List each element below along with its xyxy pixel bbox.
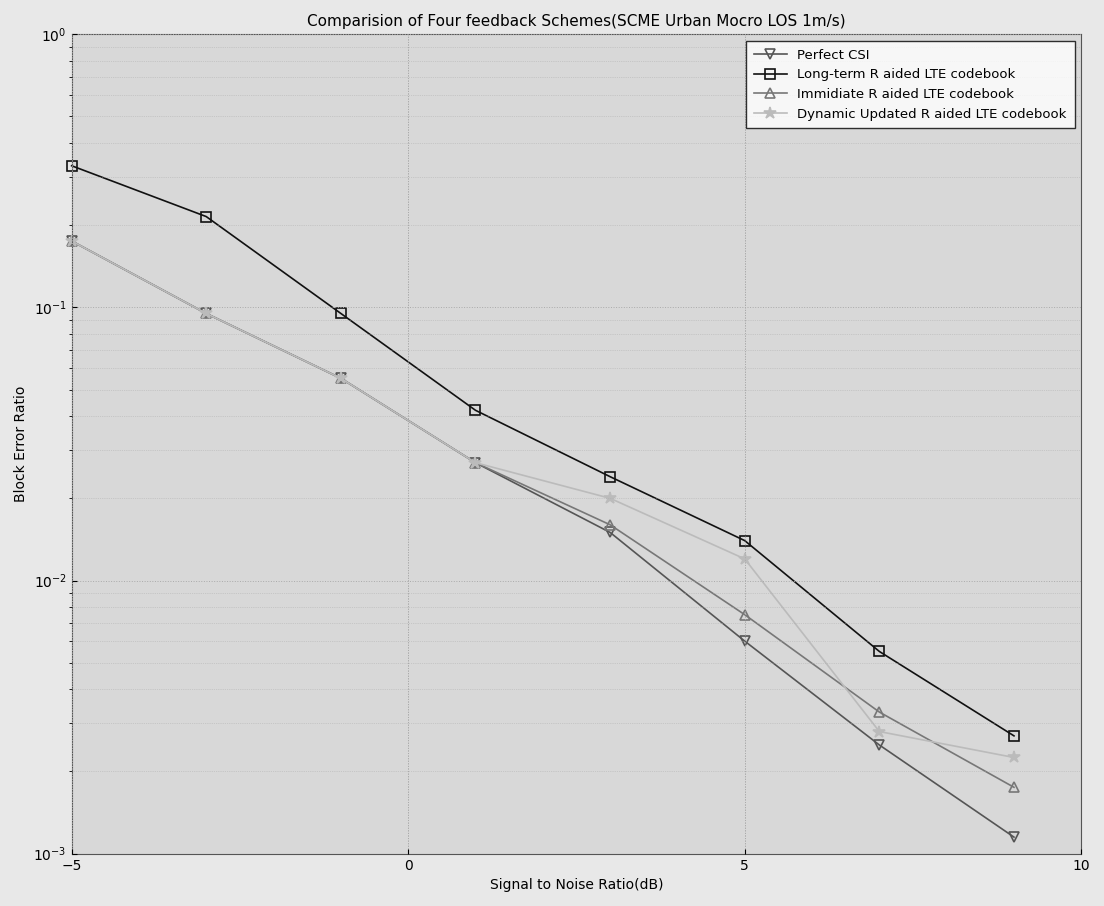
Perfect CSI — [200, 308, 213, 319]
X-axis label: Signal to Noise Ratio(dB): Signal to Noise Ratio(dB) — [490, 878, 664, 892]
Long-term R aided LTE codebook — [200, 211, 213, 222]
Dynamic Updated R aided LTE codebook — [604, 493, 617, 504]
Immidiate R aided LTE codebook — [1007, 782, 1020, 793]
Long-term R aided LTE codebook — [469, 405, 482, 416]
Dynamic Updated R aided LTE codebook — [335, 373, 348, 384]
Immidiate R aided LTE codebook — [604, 519, 617, 530]
Dynamic Updated R aided LTE codebook — [469, 458, 482, 468]
Dynamic Updated R aided LTE codebook — [1007, 752, 1020, 763]
Y-axis label: Block Error Ratio: Block Error Ratio — [14, 386, 28, 502]
Perfect CSI — [65, 236, 78, 246]
Line: Immidiate R aided LTE codebook: Immidiate R aided LTE codebook — [66, 236, 1019, 792]
Perfect CSI — [335, 373, 348, 384]
Perfect CSI — [739, 636, 752, 647]
Perfect CSI — [1007, 832, 1020, 843]
Long-term R aided LTE codebook — [739, 535, 752, 546]
Immidiate R aided LTE codebook — [65, 236, 78, 246]
Line: Perfect CSI: Perfect CSI — [66, 236, 1019, 842]
Dynamic Updated R aided LTE codebook — [873, 726, 887, 737]
Long-term R aided LTE codebook — [65, 160, 78, 171]
Perfect CSI — [604, 527, 617, 538]
Immidiate R aided LTE codebook — [739, 609, 752, 620]
Perfect CSI — [873, 739, 887, 750]
Immidiate R aided LTE codebook — [469, 458, 482, 468]
Long-term R aided LTE codebook — [1007, 730, 1020, 741]
Immidiate R aided LTE codebook — [200, 308, 213, 319]
Immidiate R aided LTE codebook — [873, 707, 887, 718]
Dynamic Updated R aided LTE codebook — [200, 308, 213, 319]
Line: Dynamic Updated R aided LTE codebook: Dynamic Updated R aided LTE codebook — [65, 235, 1020, 764]
Long-term R aided LTE codebook — [335, 308, 348, 319]
Line: Long-term R aided LTE codebook: Long-term R aided LTE codebook — [66, 161, 1019, 741]
Long-term R aided LTE codebook — [604, 471, 617, 482]
Long-term R aided LTE codebook — [873, 646, 887, 657]
Dynamic Updated R aided LTE codebook — [739, 554, 752, 564]
Perfect CSI — [469, 458, 482, 468]
Legend: Perfect CSI, Long-term R aided LTE codebook, Immidiate R aided LTE codebook, Dyn: Perfect CSI, Long-term R aided LTE codeb… — [746, 41, 1074, 129]
Dynamic Updated R aided LTE codebook — [65, 236, 78, 246]
Title: Comparision of Four feedback Schemes(SCME Urban Mocro LOS 1m/s): Comparision of Four feedback Schemes(SCM… — [307, 14, 846, 29]
Immidiate R aided LTE codebook — [335, 373, 348, 384]
